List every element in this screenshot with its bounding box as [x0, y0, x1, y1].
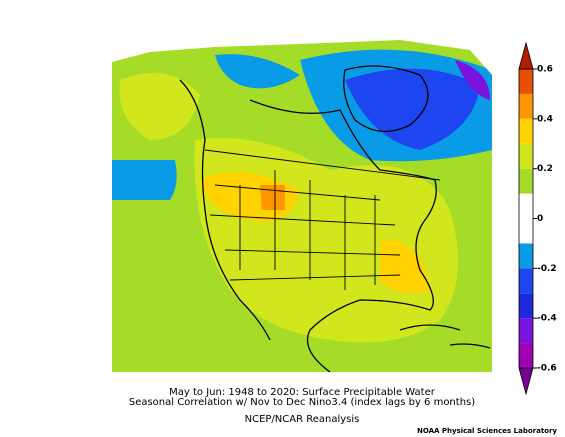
- colorbar-bin: [519, 268, 533, 294]
- caption-source: NCEP/NCAR Reanalysis: [245, 414, 360, 425]
- coastline: [179, 79, 437, 373]
- colorbar-bin: [519, 168, 533, 194]
- colorbar-tick-label: -0.6: [537, 364, 557, 374]
- colorbar: -0.6 -0.4 -0.2 0 0.2 0.4 0.6: [518, 41, 557, 396]
- colorbar-tick-label: 0.2: [537, 164, 553, 174]
- field-region: [112, 160, 177, 200]
- credit: NOAA Physical Sciences Laboratory: [417, 427, 557, 435]
- colorbar-tick-label: 0.4: [537, 114, 553, 124]
- field-region: [119, 72, 200, 140]
- colorbar-tick-label: 0: [537, 214, 543, 224]
- colorbar-over: [518, 41, 534, 70]
- colorbar-under: [518, 367, 534, 396]
- field-region: [345, 68, 480, 150]
- colorbar-bin: [519, 343, 533, 368]
- colorbar-bin: [519, 218, 533, 244]
- coastline: [343, 65, 429, 132]
- caption-subtitle: Seasonal Correlation w/ Nov to Dec Nino3…: [129, 397, 475, 408]
- coastline: [399, 324, 491, 349]
- colorbar-bin: [519, 93, 533, 119]
- colorbar-bin: [519, 193, 533, 219]
- map: [112, 40, 492, 373]
- colorbar-tick-label: -0.4: [537, 314, 557, 324]
- colorbar-tick-label: -0.2: [537, 264, 557, 274]
- field-region: [380, 239, 430, 294]
- state-borders: [204, 149, 441, 290]
- colorbar-tick-label: 0.6: [537, 65, 553, 75]
- colorbar-bin: [519, 293, 533, 319]
- colorbar-bin: [519, 69, 533, 94]
- colorbar-bin: [519, 318, 533, 344]
- colorbar-bin: [519, 143, 533, 169]
- colorbar-bin: [519, 118, 533, 144]
- field-region: [260, 185, 285, 210]
- colorbar-bin: [519, 243, 533, 269]
- field-region: [455, 60, 490, 100]
- caption-title: May to Jun: 1948 to 2020: Surface Precip…: [169, 387, 436, 398]
- field-region: [215, 54, 300, 89]
